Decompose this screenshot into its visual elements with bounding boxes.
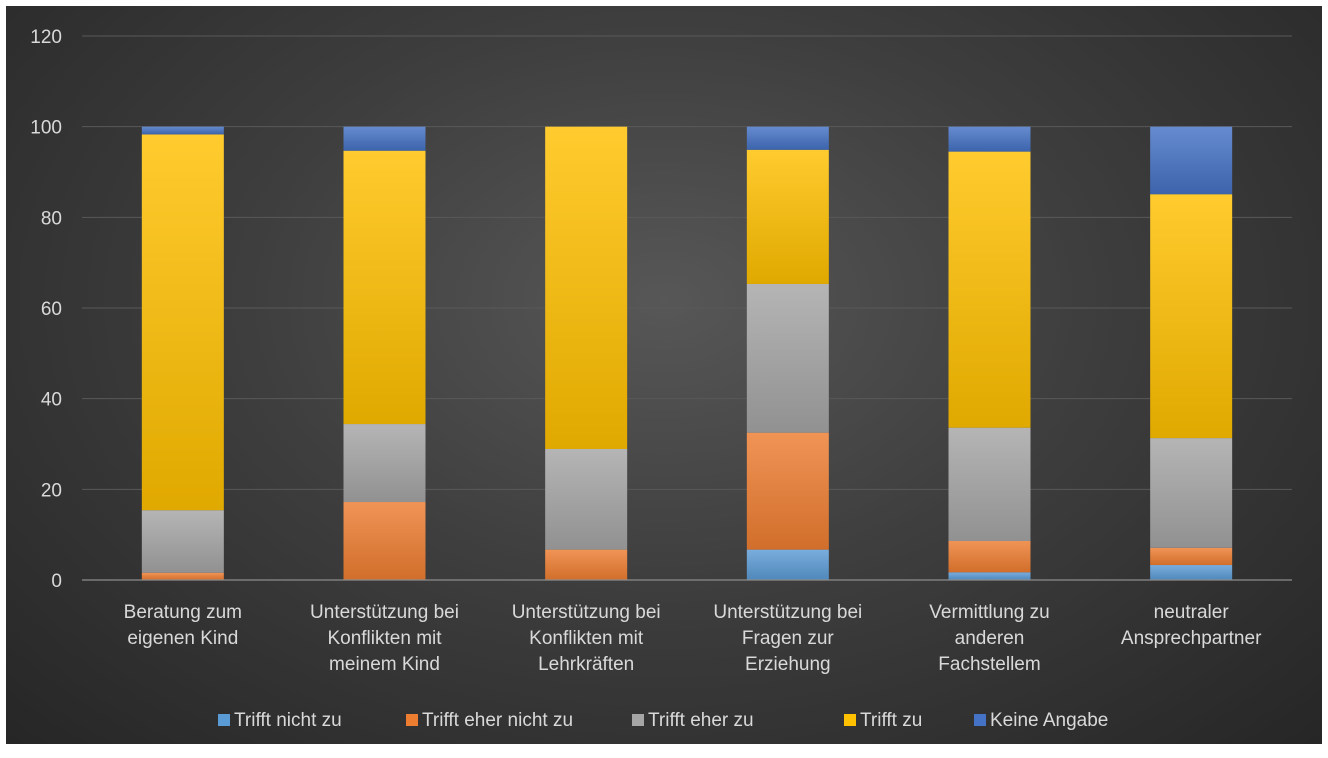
legend-swatch	[406, 714, 418, 726]
bar-segment	[141, 126, 224, 135]
bar-segment	[746, 283, 829, 433]
legend-swatch	[844, 714, 856, 726]
chart-area: 0 20 40 60 80 100 120 Beratung zum eigenen Kind…	[6, 6, 1322, 744]
bars	[141, 126, 1233, 580]
bar-segment	[545, 549, 628, 580]
legend-swatch	[632, 714, 644, 726]
bar-segment	[948, 126, 1031, 152]
x-category-label: Unterstützung bei Fragen zur Erziehung	[713, 602, 862, 675]
bar-segment	[948, 541, 1031, 573]
y-tick-label: 20	[41, 480, 62, 501]
bar-segment	[141, 134, 224, 511]
x-category-label: Unterstützung bei Konflikten mit meinem Ki…	[310, 602, 459, 675]
bar-segment	[343, 126, 426, 151]
legend-label: Trifft eher nicht zu	[422, 710, 573, 731]
bar-segment	[343, 424, 426, 503]
bar-segment	[746, 149, 829, 284]
bar-segment	[141, 510, 224, 573]
y-tick-label: 40	[41, 390, 62, 411]
x-category-label: neutraler Ansprechpartner	[1121, 602, 1262, 649]
bar-segment	[1150, 438, 1233, 548]
x-axis-category-labels: Beratung zum eigenen Kind Unterstützung be…	[124, 602, 1262, 675]
bar-segment	[948, 151, 1031, 428]
y-tick-label: 0	[51, 571, 62, 592]
bar-segment	[343, 150, 426, 425]
bar-segment	[746, 432, 829, 550]
bar-segment	[343, 502, 426, 580]
bar-segment	[1150, 547, 1233, 566]
legend-label: Keine Angabe	[990, 710, 1108, 731]
x-category-label: Unterstützung bei Konflikten mit Lehrkräft…	[512, 602, 661, 675]
legend: Trifft nicht zu Trifft eher nicht zu Triff…	[218, 710, 1108, 731]
bar-segment	[1150, 565, 1233, 580]
bar-segment	[1150, 126, 1233, 195]
legend-label: Trifft eher zu	[648, 710, 754, 731]
legend-swatch	[218, 714, 230, 726]
y-tick-label: 80	[41, 208, 62, 229]
bar-segment	[948, 572, 1031, 580]
y-axis-tick-labels: 0 20 40 60 80 100 120	[30, 27, 62, 592]
bar-segment	[141, 572, 224, 580]
stacked-bar-chart: 0 20 40 60 80 100 120 Beratung zum eigenen Kind…	[30, 27, 1292, 731]
bar-segment	[746, 549, 829, 580]
gridlines	[82, 35, 1292, 490]
bar-segment	[948, 427, 1031, 542]
y-tick-label: 60	[41, 299, 62, 320]
bar-segment	[545, 448, 628, 550]
bar-segment	[545, 126, 628, 449]
legend-label: Trifft nicht zu	[234, 710, 342, 731]
x-category-label: Vermittlung zu anderen Fachstellem	[929, 602, 1049, 675]
bar-segment	[1150, 194, 1233, 439]
legend-swatch	[974, 714, 986, 726]
bar-segment	[746, 126, 829, 150]
y-tick-label: 100	[30, 118, 62, 139]
legend-label: Trifft zu	[860, 710, 922, 731]
x-category-label: Beratung zum eigenen Kind	[124, 602, 242, 649]
y-tick-label: 120	[30, 27, 62, 48]
